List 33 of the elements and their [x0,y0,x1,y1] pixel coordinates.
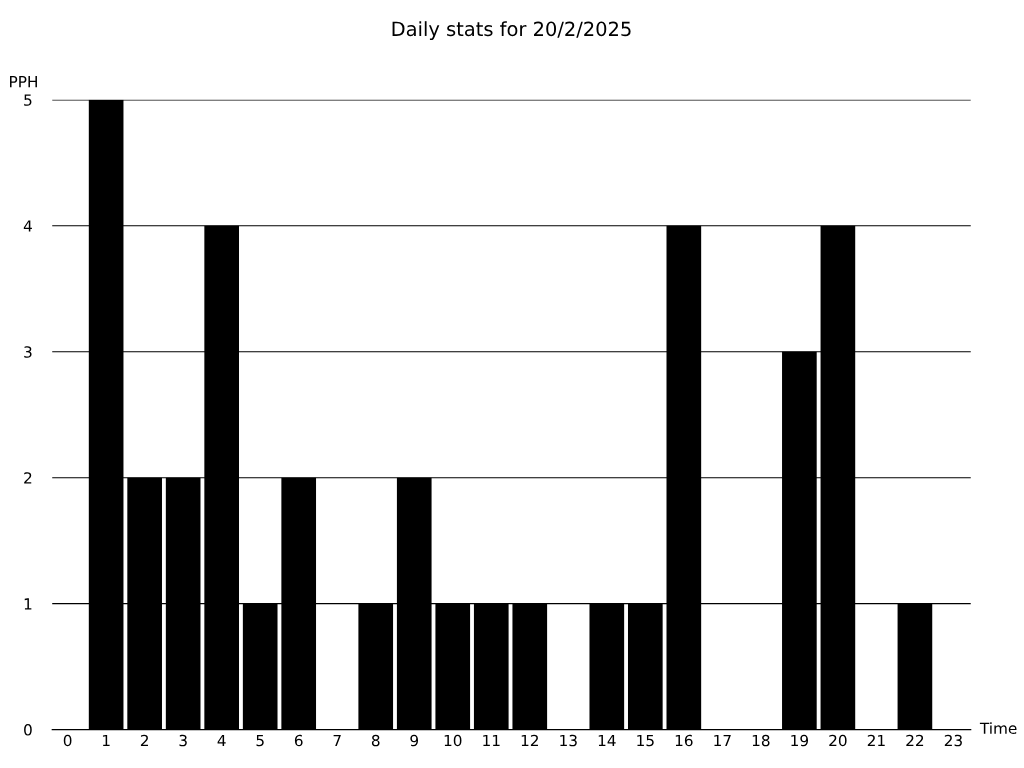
x-tick-label: 22 [906,734,924,747]
x-tick-label: 14 [598,734,616,747]
y-tick-label: 5 [24,94,32,106]
x-axis-title: Time [979,722,1017,735]
x-tick-label: 7 [333,734,341,747]
x-tick-label: 2 [140,734,148,747]
y-tick-label: 2 [24,472,32,484]
x-tick-label: 1 [102,734,110,747]
x-tick-label: 23 [944,734,962,747]
x-tick-label: 5 [256,734,264,747]
y-tick-label: 0 [24,724,32,736]
x-tick-label: 11 [483,734,500,747]
x-tick-label: 12 [521,734,538,747]
x-tick-label: 13 [560,734,577,747]
x-tick-label: 18 [752,734,770,747]
x-tick-label: 17 [714,734,731,747]
x-tick-label: 16 [675,734,693,747]
chart-title: Daily stats for 20/2/2025 [392,21,631,40]
y-tick-label: 1 [24,598,32,610]
x-tick-label: 0 [63,734,72,747]
x-tick-label: 20 [829,734,847,747]
x-tick-label: 3 [179,734,187,747]
x-tick-label: 8 [371,734,380,747]
y-tick-label: 4 [23,220,32,232]
x-tick-label: 10 [444,734,462,747]
x-tick-label: 9 [410,734,419,747]
y-axis-title: PPH [10,76,37,88]
x-tick-label: 4 [217,734,226,747]
x-tick-label: 19 [791,734,809,747]
x-tick-label: 6 [294,734,303,747]
y-tick-label: 3 [24,346,32,358]
x-tick-label: 21 [867,734,885,747]
x-tick-label: 15 [637,734,654,747]
